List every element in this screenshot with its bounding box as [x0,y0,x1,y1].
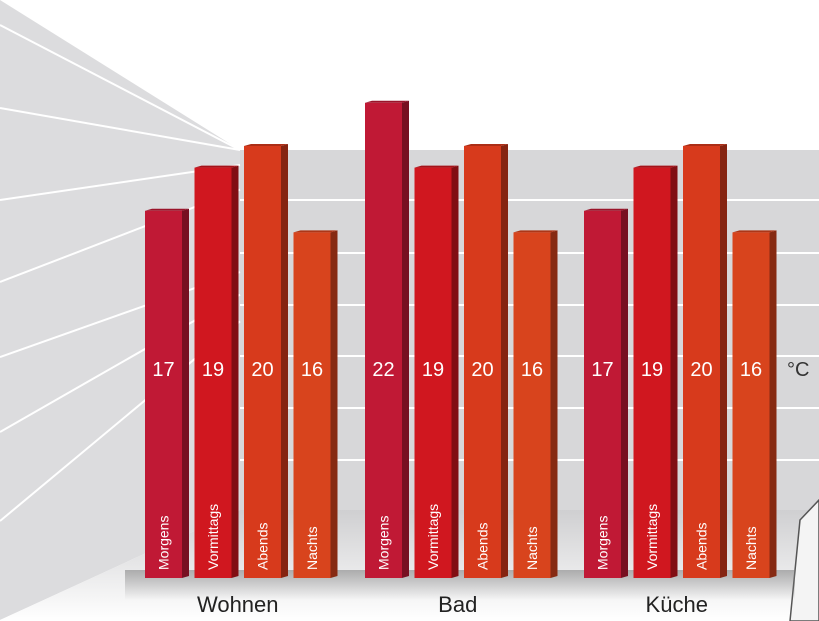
bar-side [621,208,628,579]
bar-side [231,165,239,578]
bar-top [414,165,459,168]
bar-kueche-morgens: 17 Morgens [584,208,628,579]
bar-top [464,144,508,146]
bar-front [732,232,770,578]
bar-period-label: Vormittags [205,504,221,570]
bar-value-label: 22 [372,359,394,381]
bar-top [145,208,189,211]
bar-top [732,230,777,233]
bar-top [633,165,678,168]
bar-front [414,167,452,578]
bar-value-label: 16 [301,359,323,381]
bar-side [670,165,678,578]
bar-wohnen-nachts: 16 Nachts [293,230,338,578]
unit-label: °C [787,359,809,381]
bar-period-label: Morgens [595,516,611,570]
bar-front [194,167,232,578]
bar-value-label: 19 [422,359,444,381]
bar-kueche-abends: 20 Abends [683,144,727,578]
bar-period-label: Abends [475,523,491,570]
bars: 17 Morgens 19 Vormittags 20 Abends 16 Nachts 22 M… [145,100,777,579]
bar-period-label: Vormittags [644,504,660,570]
bar-side [451,165,459,578]
bar-bad-vormittags: 19 Vormittags [414,165,459,578]
bar-period-label: Morgens [376,516,392,570]
bar-value-label: 17 [152,359,174,381]
bar-value-label: 19 [202,359,224,381]
bar-top [365,100,409,103]
room-label: Bad [438,592,477,617]
bar-front [293,232,331,578]
bar-value-label: 16 [740,359,762,381]
bar-bad-abends: 20 Abends [464,144,508,578]
bar-top [244,144,288,146]
bar-side [769,230,777,578]
bar-value-label: 16 [521,359,543,381]
room-label: Küche [646,592,708,617]
bar-top [293,230,338,233]
bar-period-label: Morgens [156,516,172,570]
bar-value-label: 20 [690,359,712,381]
bar-value-label: 20 [251,359,273,381]
bar-period-label: Nachts [304,526,320,570]
bar-front [464,146,501,578]
bar-period-label: Abends [255,523,271,570]
bar-wohnen-abends: 20 Abends [244,144,288,578]
bar-side [281,144,288,578]
room-label: Wohnen [197,592,279,617]
bar-wohnen-vormittags: 19 Vormittags [194,165,239,578]
bar-front [244,146,281,578]
bar-top [513,230,558,233]
bar-top [194,165,239,168]
bar-period-label: Nachts [524,526,540,570]
bar-side [720,144,727,578]
bar-front [683,146,720,578]
bar-side [402,100,409,579]
bar-wohnen-morgens: 17 Morgens [145,208,189,579]
bar-value-label: 17 [591,359,613,381]
bar-front [633,167,671,578]
bar-kueche-nachts: 16 Nachts [732,230,777,578]
bar-front [584,210,621,579]
bar-period-label: Vormittags [425,504,441,570]
bar-period-label: Nachts [743,526,759,570]
bar-top [584,208,628,211]
bar-bad-nachts: 16 Nachts [513,230,558,578]
bar-period-label: Abends [694,523,710,570]
bar-front [365,102,402,579]
bar-side [550,230,558,578]
wall-gridline [0,107,241,151]
bar-side [330,230,338,578]
bar-front [513,232,551,578]
room-labels: Wohnen Bad Küche [197,592,708,617]
bar-side [501,144,508,578]
bar-kueche-vormittags: 19 Vormittags [633,165,678,578]
wall-gridline [0,24,241,151]
bar-value-label: 19 [641,359,663,381]
bar-value-label: 20 [471,359,493,381]
bar-front [145,210,182,579]
bar-top [683,144,727,146]
bar-bad-morgens: 22 Morgens [365,100,409,579]
bar-side [182,208,189,579]
